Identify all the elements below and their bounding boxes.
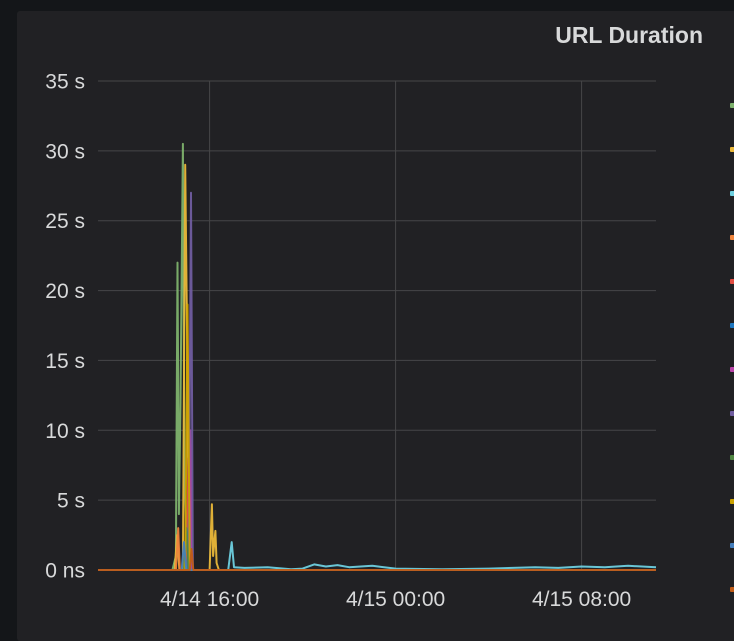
x-tick-label: 4/15 00:00 [346,588,445,611]
series-line-1 [98,144,303,570]
y-tick-label: 20 s [45,280,85,303]
legend-swatch-12 [730,587,734,592]
y-tick-label: 10 s [45,420,85,443]
y-tick-label: 0 ns [45,560,85,583]
legend-swatch-5 [730,279,734,284]
x-tick-label: 4/14 16:00 [160,588,259,611]
legend-swatch-4 [730,235,734,240]
y-tick-label: 5 s [57,490,85,513]
legend-swatch-11 [730,543,734,548]
legend-swatch-2 [730,147,734,152]
y-tick-label: 15 s [45,350,85,373]
y-tick-label: 35 s [45,71,85,94]
legend-swatch-9 [730,455,734,460]
legend-swatch-8 [730,411,734,416]
legend-swatch-3 [730,191,734,196]
y-tick-label: 30 s [45,140,85,163]
x-tick-label: 4/15 08:00 [532,588,631,611]
legend-swatch-6 [730,323,734,328]
series-line-5 [98,458,656,570]
y-tick-label: 25 s [45,210,85,233]
legend-swatch-10 [730,499,734,504]
legend-swatch-7 [730,367,734,372]
legend-swatch-1 [730,103,734,108]
url-duration-chart: 0 ns 5 s 10 s 15 s 20 s 25 s 30 s 35 s 4/14 16:0… [0,0,734,626]
